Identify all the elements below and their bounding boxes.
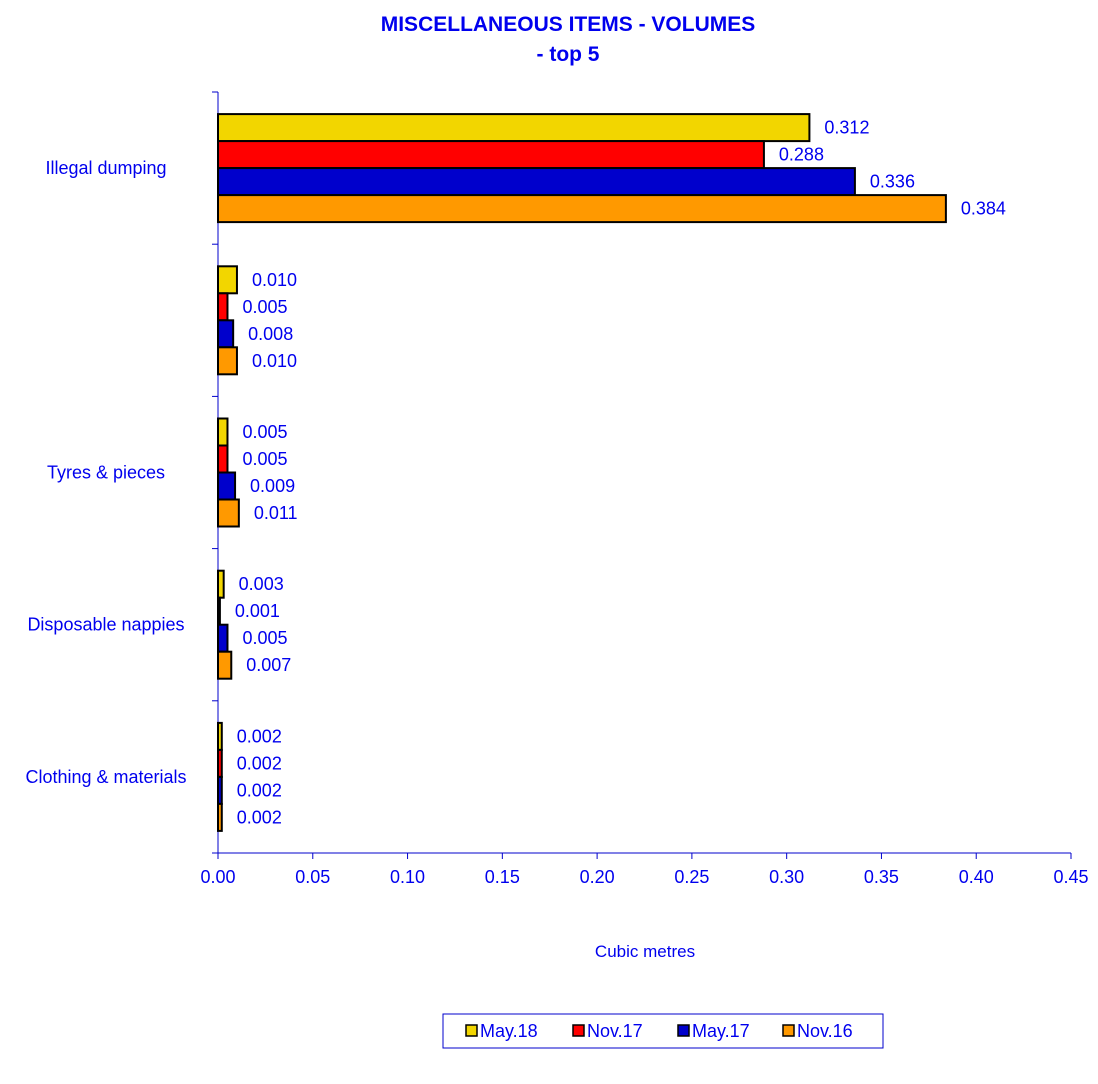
x-tick-label: 0.25 [674,867,709,887]
data-label: 0.010 [252,351,297,371]
category-label: Tyres & pieces [47,463,165,483]
category-label-line: Disposable nappies [27,615,184,635]
bar [217,444,229,474]
bar [217,346,238,376]
data-label: 0.001 [235,601,280,621]
category-label: Illegal dumping [45,158,166,178]
x-tick-label: 0.35 [864,867,899,887]
x-tick-label: 0.40 [959,867,994,887]
x-axis-title: Cubic metres [595,942,695,961]
bar [217,167,856,197]
legend-swatch [782,1024,795,1037]
bar [217,292,229,322]
data-label: 0.009 [250,476,295,496]
data-label: 0.384 [961,199,1006,219]
data-label: 0.005 [242,422,287,442]
data-label: 0.005 [242,297,287,317]
data-label: 0.008 [248,324,293,344]
bar [217,471,237,501]
legend-label: May.17 [692,1021,750,1041]
bar [217,140,765,170]
data-label: 0.005 [242,449,287,469]
legend: May.18 Nov.17 May.17 Nov.16 [442,1013,884,1049]
x-tick-label: 0.45 [1053,867,1088,887]
legend-swatch [572,1024,585,1037]
legend-swatch [677,1024,690,1037]
data-label: 0.005 [242,628,287,648]
data-label: 0.003 [239,574,284,594]
bar [217,596,221,626]
bar [217,650,233,680]
data-label: 0.011 [254,503,298,523]
category-label: Clothing & materials [25,767,186,787]
x-tick-label: 0.10 [390,867,425,887]
legend-label: Nov.17 [587,1021,643,1041]
chart-title: MISCELLANEOUS ITEMS - VOLUMES [381,13,756,36]
legend-box [442,1013,884,1049]
bar [217,319,235,349]
bar [217,265,238,295]
data-label: 0.010 [252,270,297,290]
bar [217,721,223,751]
bar [217,802,223,832]
bar [217,498,240,528]
bar [217,417,229,447]
data-label: 0.002 [237,807,282,827]
legend-swatch [465,1024,478,1037]
data-label: 0.002 [237,780,282,800]
bar [217,623,229,653]
data-label: 0.336 [870,172,915,192]
plot-area: 0.00 0.05 0.10 0.15 0.20 0.25 0.30 0.35 0.40 0.45… [25,91,1089,887]
x-tick-label: 0.15 [485,867,520,887]
category-label: Disposable nappies [27,615,184,635]
bar [217,113,811,143]
x-tick-label: 0.05 [295,867,330,887]
data-label: 0.002 [237,753,282,773]
legend-label: Nov.16 [797,1021,853,1041]
x-tick-label: 0.00 [200,867,235,887]
x-tick-label: 0.20 [580,867,615,887]
data-label: 0.312 [824,118,869,138]
legend-label: May.18 [480,1021,538,1041]
x-tick-label: 0.30 [769,867,804,887]
chart-subtitle: - top 5 [537,43,600,66]
category-label-line: Tyres & pieces [47,463,165,483]
bar [217,569,225,599]
category-label-line: Clothing & materials [25,767,186,787]
bar [217,775,223,805]
data-label: 0.288 [779,145,824,165]
category-label-line: Illegal dumping [45,158,166,178]
bar [217,748,223,778]
bar [217,194,947,224]
data-label: 0.002 [237,726,282,746]
data-label: 0.007 [246,655,291,675]
